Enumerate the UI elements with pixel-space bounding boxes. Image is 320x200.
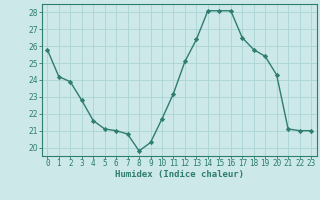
X-axis label: Humidex (Indice chaleur): Humidex (Indice chaleur) <box>115 170 244 179</box>
